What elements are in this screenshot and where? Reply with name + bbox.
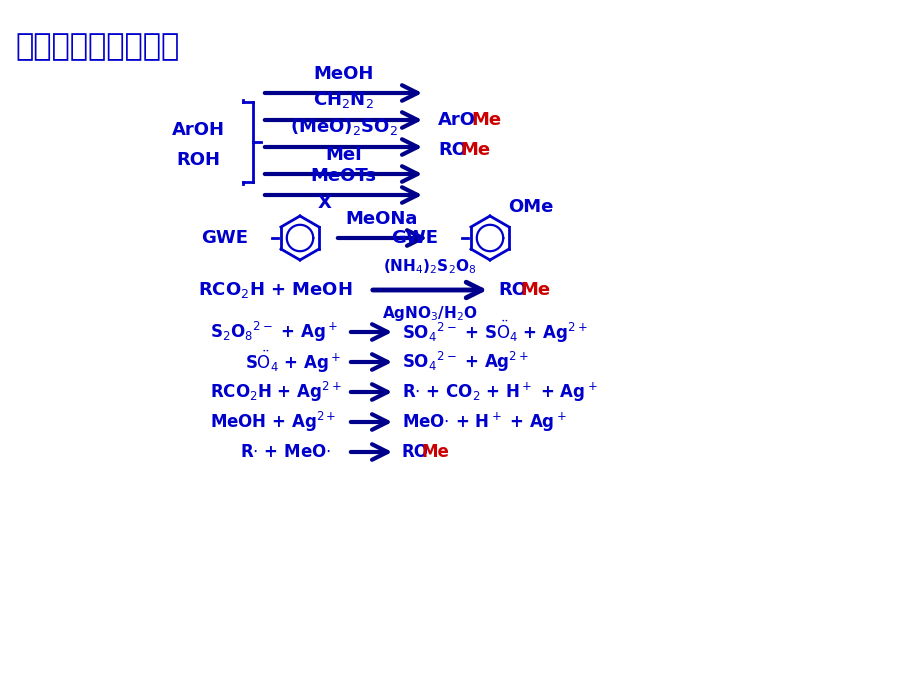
Text: R$\cdot$ + CO$_2$ + H$^+$ + Ag$^+$: R$\cdot$ + CO$_2$ + H$^+$ + Ag$^+$	[402, 380, 597, 404]
Text: GWE: GWE	[200, 229, 248, 247]
Text: MeI: MeI	[324, 146, 361, 164]
Text: R$\cdot$ + MeO$\cdot$: R$\cdot$ + MeO$\cdot$	[240, 443, 331, 461]
Text: AgNO$_3$/H$_2$O: AgNO$_3$/H$_2$O	[381, 304, 477, 323]
Text: RCO$_2$H + Ag$^{2+}$: RCO$_2$H + Ag$^{2+}$	[210, 380, 341, 404]
Text: RCO$_2$H + MeOH: RCO$_2$H + MeOH	[198, 280, 352, 300]
Text: SO$_4$$^{2-}$ + S$\ddot{\rm O}_4$ + Ag$^{2+}$: SO$_4$$^{2-}$ + S$\ddot{\rm O}_4$ + Ag$^…	[402, 319, 587, 345]
Text: (NH$_4$)$_2$S$_2$O$_8$: (NH$_4$)$_2$S$_2$O$_8$	[383, 257, 476, 276]
Text: MeO$\cdot$ + H$^+$ + Ag$^+$: MeO$\cdot$ + H$^+$ + Ag$^+$	[402, 411, 566, 433]
Text: MeOH: MeOH	[313, 65, 373, 83]
Text: Me: Me	[422, 443, 449, 461]
Text: RO: RO	[402, 443, 428, 461]
Text: OMe: OMe	[507, 198, 552, 216]
Text: 甲基醚的合成方法：: 甲基醚的合成方法：	[15, 32, 179, 61]
Text: ArOH: ArOH	[171, 121, 224, 139]
Text: Me: Me	[460, 141, 490, 159]
Text: GWE: GWE	[391, 229, 437, 247]
Text: SO$_4$$^{2-}$ + Ag$^{2+}$: SO$_4$$^{2-}$ + Ag$^{2+}$	[402, 350, 528, 374]
Text: RO: RO	[437, 141, 467, 159]
Text: ArO: ArO	[437, 111, 475, 129]
Text: MeONa: MeONa	[346, 210, 418, 228]
Text: RO: RO	[497, 281, 527, 299]
Text: Me: Me	[471, 111, 501, 129]
Text: X: X	[318, 194, 332, 212]
Text: ROH: ROH	[176, 151, 220, 169]
Text: (MeO)$_2$SO$_2$: (MeO)$_2$SO$_2$	[289, 116, 397, 137]
Text: Me: Me	[519, 281, 550, 299]
Text: MeOTs: MeOTs	[311, 167, 376, 185]
Text: MeOH + Ag$^{2+}$: MeOH + Ag$^{2+}$	[210, 410, 336, 434]
Text: S$_2$O$_8$$^{2-}$ + Ag$^+$: S$_2$O$_8$$^{2-}$ + Ag$^+$	[210, 320, 337, 344]
Text: CH$_2$N$_2$: CH$_2$N$_2$	[312, 90, 373, 110]
Text: S$\ddot{\rm O}_4$ + Ag$^+$: S$\ddot{\rm O}_4$ + Ag$^+$	[244, 349, 341, 375]
